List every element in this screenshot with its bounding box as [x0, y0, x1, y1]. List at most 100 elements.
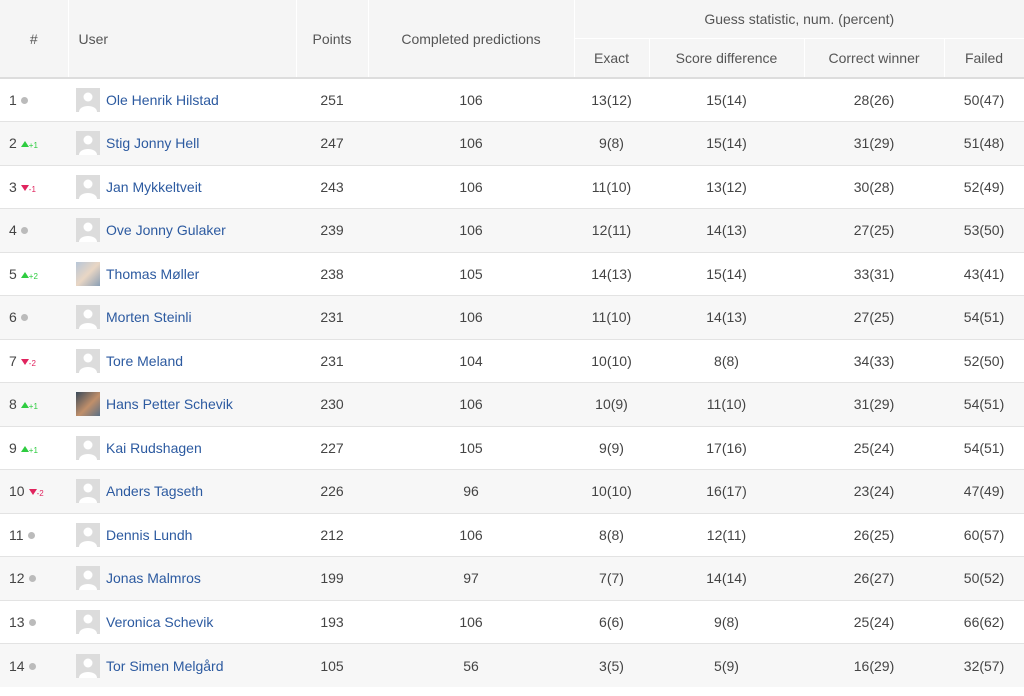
exact-cell: 10(10)	[574, 469, 649, 513]
exact-cell: 6(6)	[574, 599, 649, 644]
avatar[interactable]	[76, 392, 100, 417]
correct-winner-cell: 27(25)	[804, 295, 944, 339]
rank-up-icon	[20, 445, 29, 452]
exact-column-header[interactable]: Exact	[574, 38, 650, 78]
user-link[interactable]: Thomas Møller	[106, 265, 200, 282]
completed-predictions-cell: 105	[368, 251, 574, 296]
rank-column-header[interactable]: #	[0, 0, 69, 78]
avatar[interactable]	[76, 479, 100, 504]
correct-winner-cell: 26(27)	[804, 556, 944, 600]
user-link[interactable]: Tore Meland	[106, 352, 184, 369]
table-row: 10 -2 Anders Tagseth 226 96 10(10) 16(17) 23(24…	[0, 469, 1024, 513]
user-cell: Jan Mykkeltveit	[68, 164, 296, 209]
user-link[interactable]: Tor Simen Melgård	[106, 657, 224, 674]
user-link[interactable]: Ove Jonny Gulaker	[106, 222, 226, 239]
points-cell: 230	[296, 382, 368, 426]
user-link[interactable]: Morten Steinli	[106, 309, 192, 326]
user-link[interactable]: Dennis Lundh	[106, 526, 193, 543]
avatar[interactable]	[76, 131, 100, 156]
score-difference-column-header[interactable]: Score difference	[649, 38, 805, 78]
failed-cell: 60(57)	[944, 512, 1024, 557]
rank-cell: 8 +1	[0, 382, 68, 426]
avatar[interactable]	[76, 174, 100, 199]
user-cell: Ove Jonny Gulaker	[68, 208, 296, 252]
user-cell: Ole Henrik Hilstad	[68, 77, 296, 122]
points-cell: 238	[296, 251, 368, 296]
score-difference-cell: 14(13)	[649, 295, 804, 339]
rank-number: 6	[9, 309, 17, 326]
rank-cell: 12	[0, 556, 68, 600]
score-difference-cell: 11(10)	[649, 382, 804, 426]
rank-number: 11	[9, 526, 24, 543]
score-difference-cell: 12(11)	[649, 512, 804, 557]
rank-number: 1	[9, 92, 17, 108]
rank-change: +2	[28, 271, 38, 281]
failed-cell: 66(62)	[944, 599, 1024, 644]
rank-cell: 5 +2	[0, 251, 68, 296]
user-link[interactable]: Stig Jonny Hell	[106, 135, 200, 152]
points-cell: 105	[296, 643, 368, 687]
exact-cell: 10(10)	[574, 338, 649, 383]
avatar[interactable]	[76, 435, 100, 460]
rank-unchanged-icon	[28, 618, 36, 626]
failed-cell: 51(48)	[944, 121, 1024, 165]
points-cell: 231	[296, 295, 368, 339]
avatar[interactable]	[76, 609, 100, 634]
user-link[interactable]: Hans Petter Schevik	[106, 396, 233, 413]
rank-down-icon	[20, 184, 29, 191]
rank-number: 2	[9, 135, 17, 152]
exact-cell: 8(8)	[574, 512, 649, 557]
user-cell: Morten Steinli	[68, 295, 296, 339]
rank-number: 9	[9, 439, 17, 456]
points-column-header[interactable]: Points	[296, 0, 369, 78]
avatar[interactable]	[76, 305, 100, 330]
table-row: 5 +2 Thomas Møller 238 105 14(13) 15(14) 33(31)…	[0, 251, 1024, 296]
user-link[interactable]: Jan Mykkeltveit	[106, 178, 202, 195]
user-link[interactable]: Jonas Malmros	[106, 570, 201, 587]
exact-cell: 3(5)	[574, 643, 649, 687]
completed-predictions-cell: 56	[368, 643, 574, 687]
rank-change: -2	[36, 489, 44, 499]
completed-predictions-column-header[interactable]: Completed predictions	[368, 0, 575, 78]
user-link[interactable]: Ole Henrik Hilstad	[106, 92, 219, 108]
points-cell: 227	[296, 425, 368, 470]
rank-cell: 3 -1	[0, 164, 68, 209]
table-row: 9 +1 Kai Rudshagen 227 105 9(9) 17(16) 25(24) 54…	[0, 425, 1024, 470]
failed-cell: 54(51)	[944, 425, 1024, 470]
avatar[interactable]	[76, 88, 100, 112]
user-link[interactable]: Kai Rudshagen	[106, 439, 202, 456]
failed-cell: 32(57)	[944, 643, 1024, 687]
avatar[interactable]	[76, 522, 100, 547]
completed-predictions-cell: 106	[368, 208, 574, 252]
avatar[interactable]	[76, 261, 100, 286]
avatar[interactable]	[76, 218, 100, 243]
failed-cell: 54(51)	[944, 382, 1024, 426]
score-difference-cell: 14(14)	[649, 556, 804, 600]
rank-unchanged-icon	[27, 531, 35, 539]
rank-cell: 4	[0, 208, 68, 252]
correct-winner-cell: 30(28)	[804, 164, 944, 209]
correct-winner-column-header[interactable]: Correct winner	[804, 38, 945, 78]
score-difference-cell: 9(8)	[649, 599, 804, 644]
failed-column-header[interactable]: Failed	[944, 38, 1024, 78]
rank-down-icon	[28, 489, 37, 496]
points-cell: 239	[296, 208, 368, 252]
avatar[interactable]	[76, 566, 100, 591]
user-column-header[interactable]: User	[68, 0, 297, 78]
rank-up-icon	[20, 402, 29, 409]
correct-winner-cell: 27(25)	[804, 208, 944, 252]
user-cell: Tor Simen Melgård	[68, 643, 296, 687]
score-difference-cell: 14(13)	[649, 208, 804, 252]
user-link[interactable]: Anders Tagseth	[106, 483, 204, 500]
avatar[interactable]	[76, 348, 100, 373]
score-difference-cell: 8(8)	[649, 338, 804, 383]
points-cell: 199	[296, 556, 368, 600]
rank-unchanged-icon	[28, 662, 36, 670]
exact-cell: 11(10)	[574, 295, 649, 339]
avatar[interactable]	[76, 653, 100, 678]
user-link[interactable]: Veronica Schevik	[106, 613, 214, 630]
completed-predictions-cell: 106	[368, 121, 574, 165]
table-row: 1 Ole Henrik Hilstad 251 106 13(12) 15(14) 28(…	[0, 77, 1024, 122]
rank-number: 7	[9, 352, 17, 369]
failed-cell: 52(49)	[944, 164, 1024, 209]
